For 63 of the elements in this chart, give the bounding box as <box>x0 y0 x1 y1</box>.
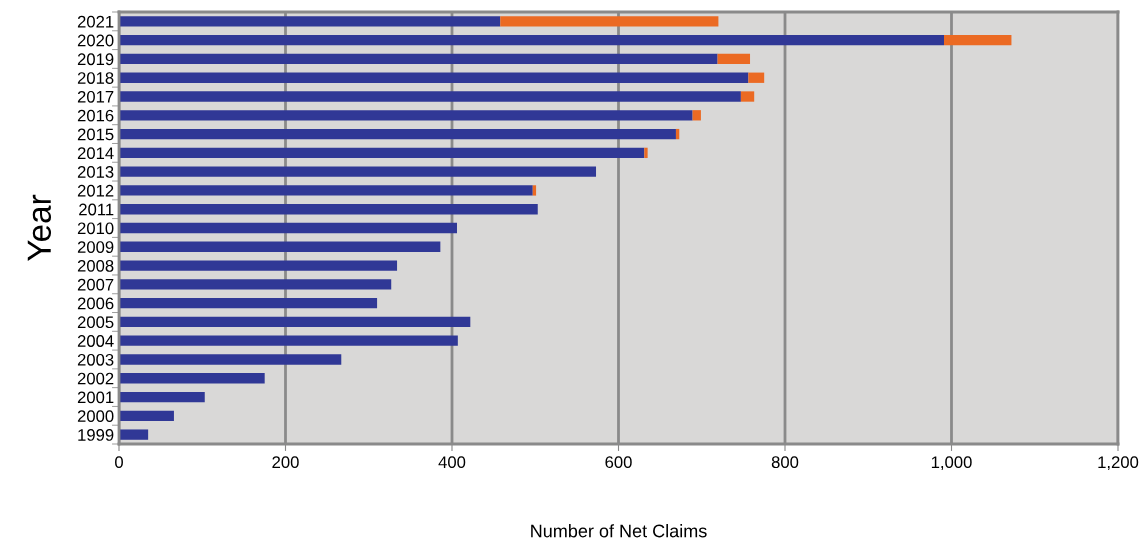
bar <box>119 429 149 440</box>
y-tick-label: 2007 <box>77 278 114 291</box>
y-tick-label: 2001 <box>77 391 114 404</box>
y-tick-label: 2017 <box>77 90 114 103</box>
x-tick-label: 400 <box>438 456 466 469</box>
bar <box>748 72 765 83</box>
bar <box>119 260 398 271</box>
bar <box>119 297 378 309</box>
y-axis-title: Year <box>27 194 52 261</box>
y-tick-label: 2004 <box>77 335 114 347</box>
x-tick-label: 600 <box>605 456 632 469</box>
x-tick-label: 800 <box>771 456 799 469</box>
bar <box>119 391 205 403</box>
x-tick-label: 1,000 <box>931 456 972 471</box>
y-tick-label: 2016 <box>77 109 114 122</box>
bar <box>119 279 392 290</box>
bar <box>119 35 945 46</box>
y-tick-label: 2014 <box>77 147 114 160</box>
bar <box>119 410 174 421</box>
y-tick-label: 2021 <box>77 15 114 28</box>
bar <box>944 35 1012 46</box>
y-tick-label: 2000 <box>77 410 114 423</box>
bar <box>119 204 538 215</box>
x-tick-label: 0 <box>115 456 123 469</box>
y-tick-label: 2003 <box>77 353 114 366</box>
bar <box>119 16 501 27</box>
x-axis-title: Number of Net Claims <box>531 524 707 538</box>
x-tick-label: 200 <box>272 456 299 469</box>
y-tick-label: 2008 <box>77 259 114 272</box>
y-tick-label: 2019 <box>77 53 114 66</box>
y-tick-label: 2018 <box>77 72 114 84</box>
y-tick-label: 2005 <box>77 316 114 329</box>
bar <box>119 241 441 252</box>
bar <box>119 316 471 328</box>
y-tick-label: 2010 <box>77 222 114 235</box>
y-tick-label: 2013 <box>77 166 114 178</box>
bar <box>740 91 755 102</box>
y-tick-label: 2020 <box>77 34 114 47</box>
bar <box>119 53 718 65</box>
bar <box>644 147 648 159</box>
bar <box>119 335 458 346</box>
bar <box>119 373 265 384</box>
y-tick-label: 2002 <box>77 372 114 385</box>
bar <box>500 16 719 27</box>
bar <box>717 53 751 65</box>
bar <box>119 72 749 83</box>
bar <box>119 222 457 234</box>
bar <box>692 110 701 121</box>
bar <box>119 128 676 140</box>
y-tick-label: 2012 <box>77 184 114 197</box>
y-tick-label: 1999 <box>78 429 114 441</box>
bar <box>119 147 645 159</box>
y-tick-label: 2009 <box>77 241 114 253</box>
bar <box>119 91 741 102</box>
x-tick-label: 1,200 <box>1098 456 1139 471</box>
y-tick-label: 2006 <box>77 297 114 310</box>
bar <box>532 185 537 196</box>
bar <box>119 110 693 121</box>
y-tick-label: 2011 <box>79 203 114 216</box>
bar <box>119 185 533 196</box>
y-tick-label: 2015 <box>77 128 114 141</box>
bar <box>119 166 597 177</box>
bar <box>119 354 342 365</box>
